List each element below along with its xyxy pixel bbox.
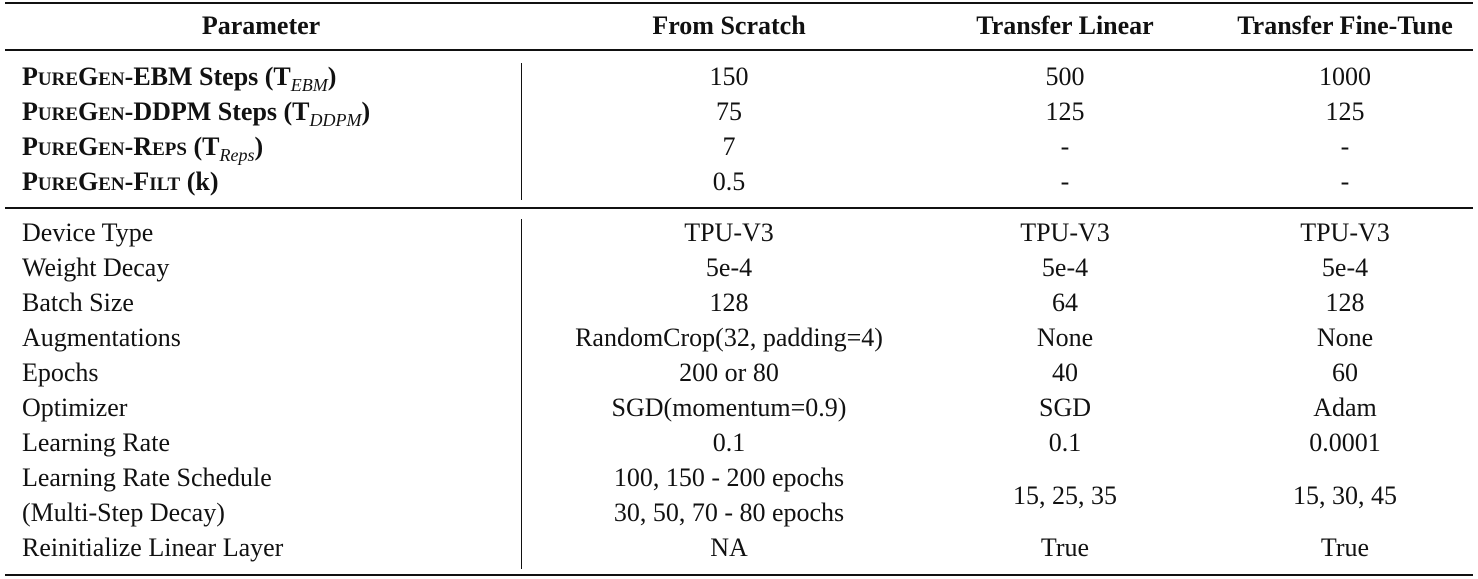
training-row-value: 200 or 80 — [679, 358, 779, 387]
puregen-label-part: G — [78, 97, 99, 126]
training-row-value: SGD(momentum=0.9) — [611, 393, 847, 422]
puregen-label-part: URE — [37, 69, 79, 90]
puregen-label-part: EN — [98, 174, 125, 195]
training-row-value: 128 — [709, 288, 749, 317]
training-row-label: Augmentations — [22, 323, 181, 352]
training-row-value: TPU-V3 — [1300, 218, 1390, 247]
puregen-label-part: P — [22, 97, 38, 126]
puregen-label-part: (k) — [180, 167, 219, 196]
header-transfer-fine-tune: Transfer Fine-Tune — [1237, 11, 1453, 40]
puregen-row-value: 500 — [1045, 62, 1085, 91]
puregen-row-label: PUREGEN-EBM Steps (TEBM) — [22, 62, 336, 95]
puregen-label-part: G — [78, 132, 99, 161]
section-rule — [5, 207, 1473, 209]
training-row-value: SGD — [1038, 393, 1092, 422]
training-row-value: 60 — [1332, 358, 1358, 387]
puregen-label-part: P — [22, 132, 38, 161]
training-row-label: Device Type — [22, 218, 154, 247]
header-rule — [5, 49, 1473, 51]
training-row-label: Weight Decay — [22, 253, 170, 282]
training-row-label: Learning Rate — [22, 428, 170, 457]
schedule-linear: 15, 25, 35 — [1013, 481, 1117, 510]
puregen-label-part: ) — [327, 62, 337, 91]
training-row-value: 64 — [1052, 288, 1078, 317]
puregen-label-part: (T — [186, 132, 220, 161]
puregen-row-value: 1000 — [1319, 62, 1371, 91]
puregen-label-part: -EBM Steps (T — [124, 62, 291, 91]
column-divider-top — [521, 63, 522, 200]
training-row-value: None — [1036, 323, 1094, 352]
reinit-linear: True — [1040, 533, 1090, 562]
puregen-label-part: P — [22, 167, 38, 196]
column-divider-bottom — [521, 219, 522, 569]
puregen-label-part: EN — [98, 69, 125, 90]
reinit-scratch: NA — [710, 533, 748, 562]
training-row-value: Adam — [1313, 393, 1377, 422]
reinit-label: Reinitialize Linear Layer — [22, 533, 284, 562]
puregen-row-value: - — [1340, 132, 1350, 161]
puregen-row-value: - — [1340, 167, 1350, 196]
puregen-label-part: URE — [37, 139, 79, 160]
puregen-label-part: -R — [124, 132, 153, 161]
puregen-label-part: ILT — [149, 174, 181, 195]
training-row-value: 5e-4 — [1041, 253, 1089, 282]
puregen-row-value: 7 — [722, 132, 736, 161]
puregen-label-part: DDPM — [309, 110, 362, 130]
puregen-label-part: -F — [124, 167, 150, 196]
puregen-row-value: 75 — [716, 97, 742, 126]
training-row-label: Optimizer — [22, 393, 128, 422]
puregen-label-part: P — [22, 62, 38, 91]
training-row-value: None — [1316, 323, 1374, 352]
training-row-value: 5e-4 — [705, 253, 753, 282]
reinit-finetune: True — [1320, 533, 1370, 562]
schedule-scratch-line1: 100, 150 - 200 epochs — [613, 463, 845, 492]
schedule-label-line1: Learning Rate Schedule — [22, 463, 272, 492]
training-row-value: 0.0001 — [1309, 428, 1381, 457]
training-row-label: Batch Size — [22, 288, 134, 317]
puregen-label-part: EBM — [290, 75, 328, 95]
training-row-value: 5e-4 — [1321, 253, 1369, 282]
puregen-label-part: URE — [37, 104, 79, 125]
puregen-label-part: ) — [361, 97, 371, 126]
puregen-row-value: 125 — [1325, 97, 1365, 126]
training-row-value: 0.1 — [1048, 428, 1082, 457]
puregen-label-part: EN — [98, 139, 125, 160]
puregen-label-part: G — [78, 62, 99, 91]
schedule-scratch-line2: 30, 50, 70 - 80 epochs — [613, 498, 845, 527]
puregen-row-value: 125 — [1045, 97, 1085, 126]
header-from-scratch: From Scratch — [652, 11, 806, 40]
puregen-label-part: G — [78, 167, 99, 196]
top-rule — [5, 2, 1473, 4]
training-row-label: Epochs — [22, 358, 99, 387]
puregen-row-value: 150 — [709, 62, 749, 91]
puregen-label-part: EN — [98, 104, 125, 125]
header-parameter: Parameter — [201, 11, 321, 40]
bottom-rule — [5, 574, 1473, 576]
puregen-row-label: PUREGEN-REPS (TReps) — [22, 132, 263, 165]
puregen-label-part: Reps — [219, 145, 255, 165]
schedule-finetune: 15, 30, 45 — [1293, 481, 1397, 510]
puregen-row-value: 0.5 — [712, 167, 746, 196]
puregen-label-part: -DDPM Steps (T — [124, 97, 310, 126]
puregen-row-label: PUREGEN-FILT (k) — [22, 167, 218, 200]
puregen-label-part: EPS — [152, 139, 187, 160]
training-row-value: 128 — [1325, 288, 1365, 317]
puregen-label-part: ) — [254, 132, 264, 161]
training-row-value: 0.1 — [712, 428, 746, 457]
training-row-value: TPU-V3 — [684, 218, 774, 247]
puregen-row-value: - — [1060, 132, 1070, 161]
puregen-row-value: - — [1060, 167, 1070, 196]
schedule-label-line2: (Multi-Step Decay) — [22, 498, 225, 527]
training-row-value: RandomCrop(32, padding=4) — [575, 323, 883, 352]
puregen-row-label: PUREGEN-DDPM Steps (TDDPM) — [22, 97, 370, 130]
puregen-label-part: URE — [37, 174, 79, 195]
header-transfer-linear: Transfer Linear — [976, 11, 1154, 40]
training-row-value: TPU-V3 — [1020, 218, 1110, 247]
training-row-value: 40 — [1052, 358, 1078, 387]
